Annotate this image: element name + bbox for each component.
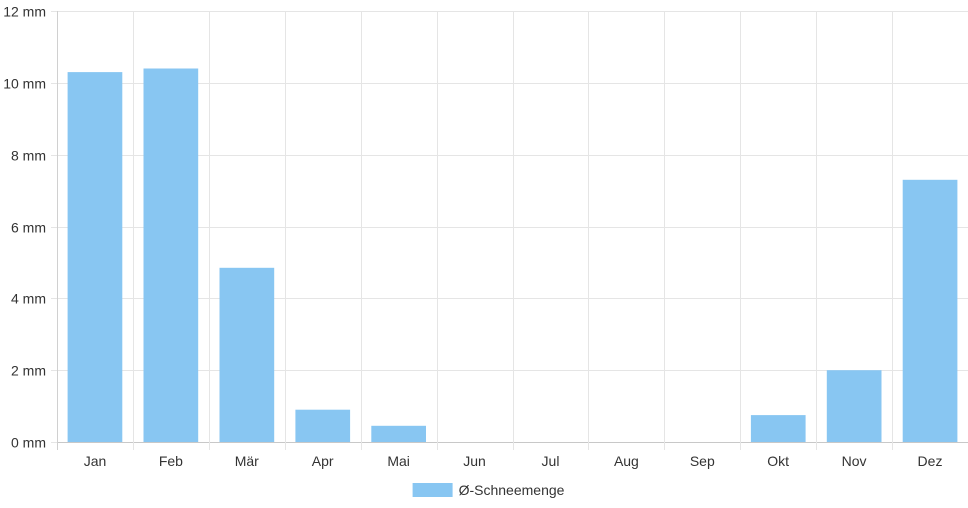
x-tick-label: Sep [690, 453, 715, 469]
axes: 0 mm 2 mm 4 mm 6 mm 8 mm 10 mm 12 mm Jan Feb Mär A… [3, 4, 942, 470]
bar-mai[interactable] [371, 425, 426, 442]
y-tick-label: 0 mm [11, 435, 46, 451]
x-tick-label: Aug [614, 453, 639, 469]
y-tick-label: 8 mm [11, 148, 46, 164]
bar-mär[interactable] [219, 267, 275, 442]
grid [51, 11, 968, 450]
bars [67, 68, 958, 443]
x-tick-label: Mai [387, 453, 410, 469]
x-tick-label: Mär [235, 453, 259, 469]
x-tick-label: Jun [463, 453, 486, 469]
x-tick-label: Okt [767, 453, 789, 469]
bar-feb[interactable] [143, 68, 199, 443]
legend-label[interactable]: Ø-Schneemenge [459, 482, 565, 498]
x-tick-label: Dez [918, 453, 943, 469]
bar-jan[interactable] [67, 72, 123, 442]
x-tick-label: Jul [542, 453, 560, 469]
x-tick-label: Feb [159, 453, 183, 469]
y-tick-label: 2 mm [11, 363, 46, 379]
x-tick-label: Apr [312, 453, 334, 469]
x-tick-label: Jan [84, 453, 107, 469]
y-tick-label: 12 mm [3, 4, 46, 20]
bar-nov[interactable] [826, 370, 882, 442]
y-tick-label: 6 mm [11, 220, 46, 236]
legend[interactable]: Ø-Schneemenge [412, 482, 565, 498]
y-tick-label: 10 mm [3, 76, 46, 92]
x-tick-label: Nov [842, 453, 867, 469]
bar-apr[interactable] [295, 409, 351, 442]
y-tick-label: 4 mm [11, 291, 46, 307]
bar-dez[interactable] [902, 179, 958, 443]
bar-okt[interactable] [750, 415, 806, 442]
legend-swatch[interactable] [412, 483, 453, 497]
